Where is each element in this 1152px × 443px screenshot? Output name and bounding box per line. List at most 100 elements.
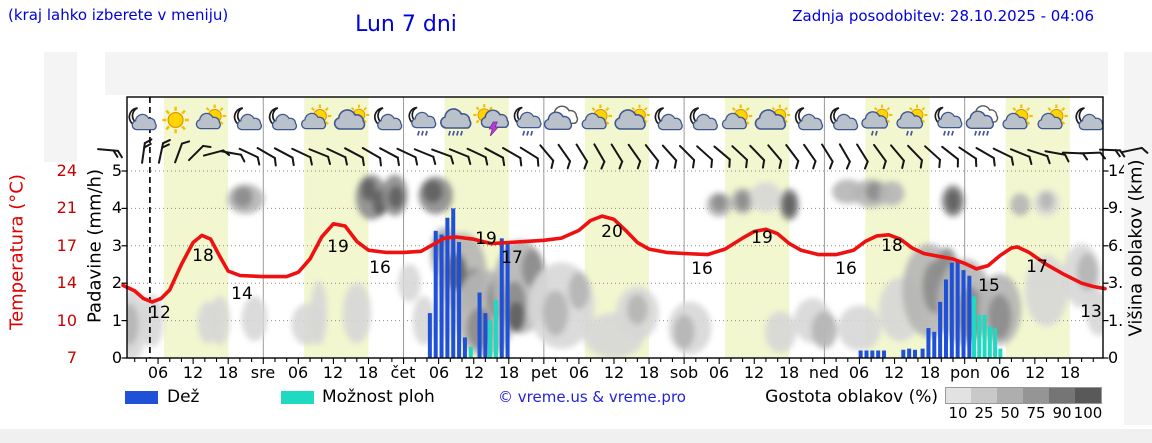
time-tick-label: 18 [638,363,660,382]
temperature-value-label: 18 [192,246,214,266]
moon-cloud-rain-weather-icon [408,106,437,136]
rain-bar [912,349,917,358]
precip-tick-label: 5 [111,161,122,180]
clouds-weather-icon [543,105,579,131]
wind-barb-icon [713,145,731,168]
credit-link[interactable]: © vreme.us & vreme.pro [498,388,686,406]
page-title: Lun 7 dni [355,12,457,37]
density-swatch [997,387,1023,404]
rain-legend-label: Dež [167,387,200,407]
temperature-value-label: 18 [881,236,903,256]
menu-hint-note: (kraj lahko izberete v meniju) [8,6,229,24]
wind-barb-icon [767,144,783,169]
wind-barb-icon [975,147,996,167]
wind-barb-icon [992,147,1015,166]
shower-bar [972,296,977,358]
wind-barb-icon [678,144,696,169]
time-tick-label: 12 [182,363,204,382]
rain-bar [499,238,504,358]
moon-cloud-weather-icon [1075,107,1103,131]
precip-tick-label: 1 [111,310,122,330]
temperature-value-label: 19 [327,237,349,257]
cloud-sun-weather-icon [333,104,370,130]
temp-tick-label: 17 [56,235,77,255]
rain-bar [920,348,925,358]
sun-cloud-drizzle-weather-icon [896,104,928,136]
wind-barb-icon [610,143,624,170]
wind-barb-icon [696,145,714,169]
temperature-value-label: 13 [1080,302,1102,322]
temp-tick-label: 14 [56,273,77,293]
moon-cloud-weather-icon [829,107,859,131]
temp-tick-label: 24 [56,161,77,180]
time-tick-label: 18 [919,363,941,382]
shower-bar [987,326,992,358]
time-tick-label: 18 [1059,363,1081,382]
sun-storm-weather-icon [473,104,510,137]
wind-barb-icon [97,148,123,159]
temperature-value-label: 15 [978,276,1000,296]
sun-cloud-weather-icon [581,104,612,130]
shower-bar [488,320,493,358]
cloud-height-tick-label: 14 [1108,161,1129,180]
wind-barb-icon [890,144,905,169]
temperature-value-label: 16 [835,259,857,279]
wind-barb-icon [575,143,589,170]
rain-bar [433,230,438,358]
time-tick-label: 06 [848,363,870,382]
wind-barb-icon [557,143,572,170]
wind-barb-icon [958,146,978,168]
moon-cloud-weather-icon [233,107,262,131]
temperature-value-label: 19 [751,228,773,248]
shower-legend-swatch [281,391,314,404]
time-tick-label: 12 [743,363,765,382]
wind-barb-icon [821,143,834,170]
density-swatch [945,387,972,404]
time-tick-label: 06 [989,363,1011,382]
wind-barb-icon [907,144,923,169]
rain-bar [864,350,869,358]
rain-bar [907,348,912,358]
wind-barb-icon [379,147,400,167]
wind-barb-icon [593,143,606,170]
wind-barb-icon [326,147,348,166]
rain-bar [483,313,488,358]
wind-barb-icon [157,139,171,164]
density-swatch [971,387,997,404]
time-tick-label: sob [669,363,699,382]
wind-barb-icon [873,143,887,170]
last-updated: Zadnja posodobitev: 28.10.2025 - 04:06 [792,7,1094,25]
shower-bar [977,314,982,358]
density-tick-label: 50 [1000,404,1020,422]
shower-bar [998,348,1003,358]
moon-cloud-weather-icon [374,107,403,131]
time-tick-label: 12 [463,363,485,382]
wind-barb-icon [838,143,851,170]
precip-tick-label: 3 [111,235,122,255]
time-tick-label: pon [949,363,981,382]
wind-barb-icon [484,147,506,167]
shower-bar [982,314,987,358]
rain-bar [427,313,432,358]
rain-bar [967,275,972,358]
wind-barb-icon [344,147,365,167]
time-tick-label: 12 [603,363,625,382]
cloud-sun-weather-icon [754,104,791,130]
precip-axis-title: Padavine (mm/h) [84,169,106,323]
moon-cloud-weather-icon [654,107,683,131]
time-tick-label: 12 [1024,363,1046,382]
time-tick-label: pet [530,363,558,382]
density-tick-label: 75 [1026,404,1046,422]
shower-legend-label: Možnost ploh [322,387,435,407]
time-tick-label: 06 [428,363,450,382]
time-tick-label: čet [390,363,416,382]
wind-barb-icon [220,150,246,163]
temperature-value-label: 20 [601,222,623,242]
rain-bar [949,262,954,358]
time-tick-label: 18 [778,363,800,382]
rain-bar [938,301,943,358]
density-tick-label: 90 [1052,404,1072,422]
wind-barb-icon [749,144,766,169]
wind-barb-icon [174,140,191,164]
rain-legend-swatch [125,391,158,404]
